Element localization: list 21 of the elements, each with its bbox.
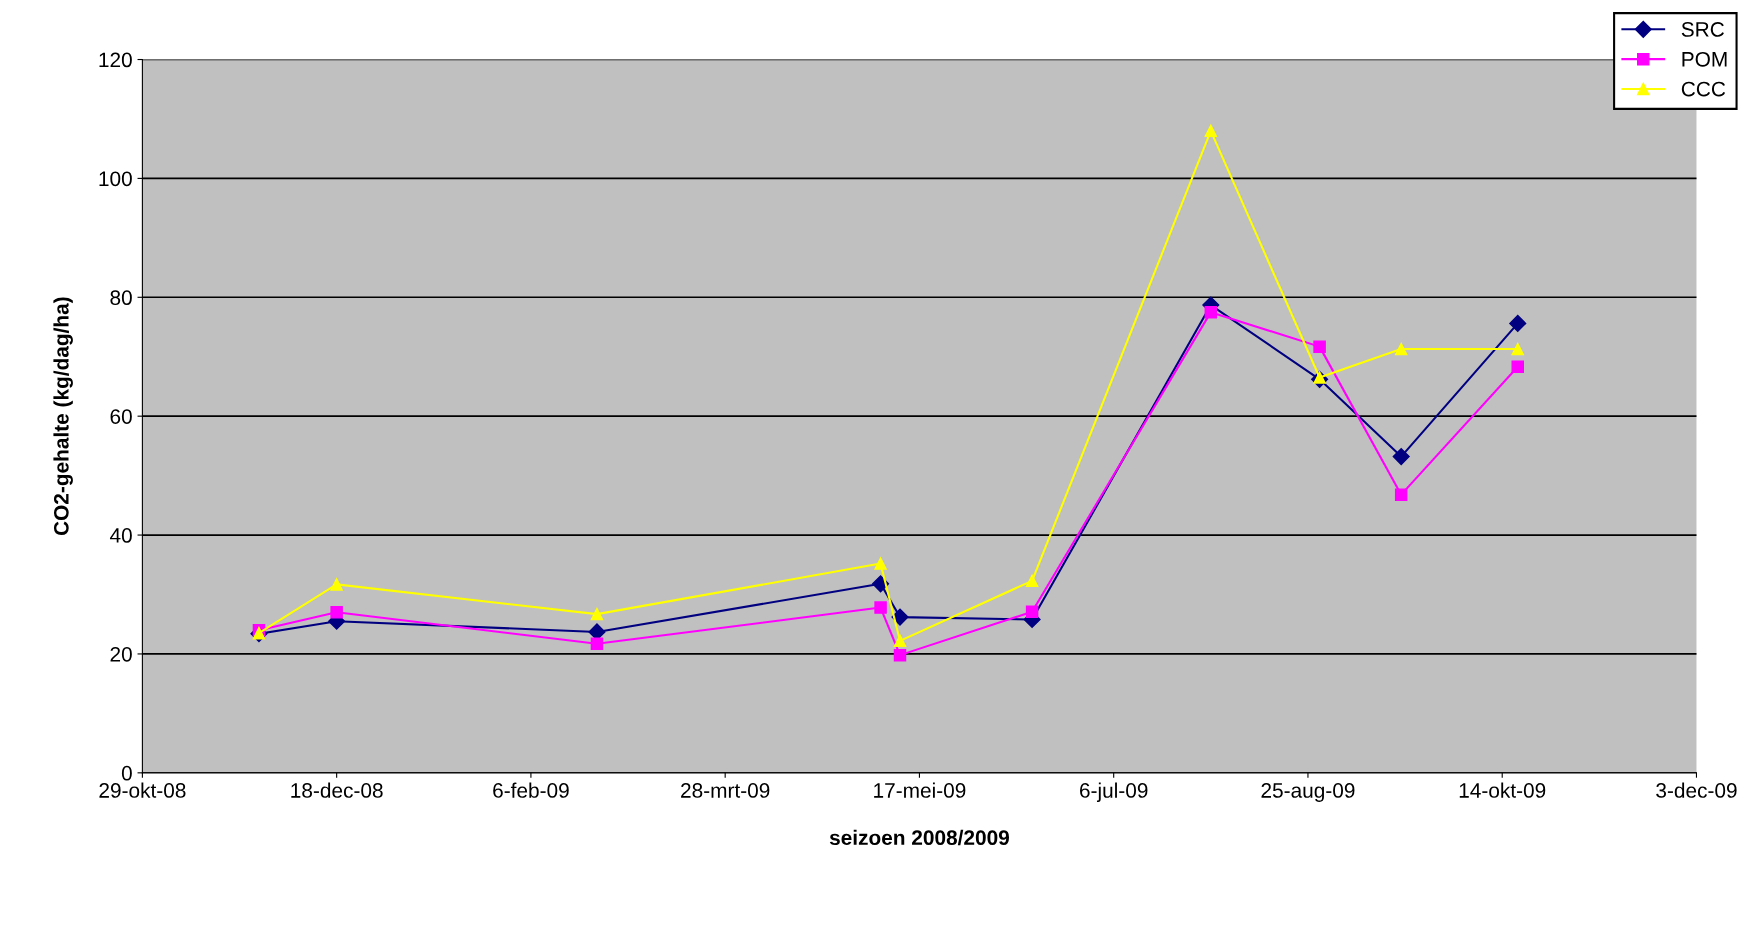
y-tick-label: 0 bbox=[121, 765, 132, 781]
x-tick-label: 28-mrt-09 bbox=[681, 783, 770, 798]
legend-label: CCC bbox=[1681, 81, 1726, 97]
x-axis-title: seizoen 2008/2009 bbox=[829, 829, 1010, 846]
y-tick-label: 120 bbox=[99, 52, 132, 68]
x-tick-label: 18-dec-08 bbox=[291, 782, 383, 798]
x-tick-label: 3-dec-09 bbox=[1656, 782, 1737, 798]
legend-label: SRC bbox=[1681, 22, 1724, 37]
legend-label: POM bbox=[1682, 51, 1727, 67]
x-tick-label: 6-feb-09 bbox=[493, 782, 569, 798]
x-tick-label: 17-mei-09 bbox=[874, 782, 966, 798]
x-tick-label: 29-okt-08 bbox=[99, 782, 186, 798]
y-axis-title: CO2-gehalte (kg/dag/ha) bbox=[53, 297, 73, 536]
y-tick-label: 20 bbox=[110, 646, 132, 662]
y-tick-label: 40 bbox=[109, 528, 132, 543]
y-tick-label: 60 bbox=[110, 409, 132, 424]
y-tick-label: 80 bbox=[110, 290, 132, 306]
x-tick-label: 25-aug-09 bbox=[1261, 783, 1355, 802]
y-tick-label: 100 bbox=[99, 171, 132, 187]
x-tick-label: 14-okt-09 bbox=[1459, 782, 1546, 798]
x-tick-label: 6-jul-09 bbox=[1080, 782, 1148, 802]
